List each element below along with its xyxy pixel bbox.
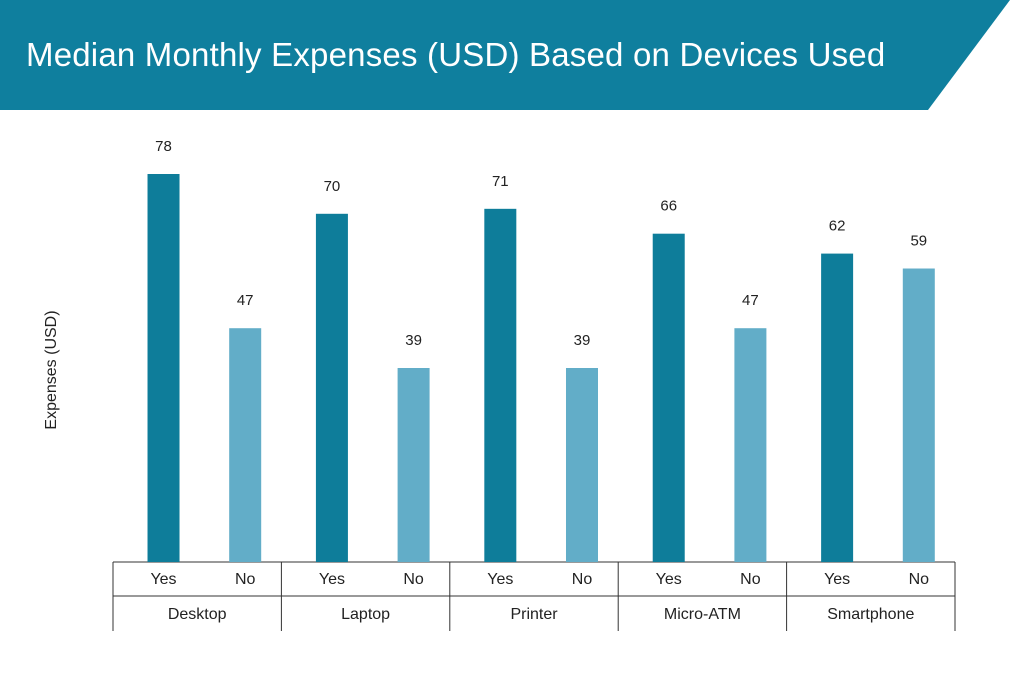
- data-label: 62: [829, 218, 846, 235]
- data-label: 70: [324, 178, 341, 195]
- group-label: Printer: [510, 606, 558, 623]
- x-tick-label: Yes: [150, 571, 176, 588]
- banner-shape: [0, 0, 1010, 110]
- x-tick-label: Yes: [656, 571, 682, 588]
- bar-desktop-no: [229, 328, 262, 562]
- data-label: 47: [742, 292, 759, 309]
- data-label: 59: [910, 233, 927, 250]
- data-label: 71: [492, 173, 509, 190]
- x-tick-label: No: [403, 571, 424, 588]
- bar-smartphone-yes: [821, 253, 854, 563]
- bar-laptop-yes: [315, 213, 348, 563]
- x-tick-label: Yes: [824, 571, 850, 588]
- title-banner: Median Monthly Expenses (USD) Based on D…: [0, 0, 1010, 110]
- group-label: Laptop: [341, 606, 390, 623]
- chart-title: Median Monthly Expenses (USD) Based on D…: [26, 36, 886, 73]
- bar-printer-no: [565, 368, 598, 562]
- bar-smartphone-no: [902, 268, 935, 562]
- data-label: 47: [237, 292, 254, 309]
- x-tick-label: Yes: [487, 571, 513, 588]
- x-tick-label: Yes: [319, 571, 345, 588]
- data-label: 78: [155, 138, 172, 155]
- x-tick-label: No: [235, 571, 256, 588]
- data-label: 39: [574, 332, 591, 349]
- x-tick-label: No: [740, 571, 761, 588]
- bar-desktop-yes: [147, 174, 180, 562]
- group-label: Smartphone: [827, 606, 914, 623]
- group-label: Desktop: [168, 606, 227, 623]
- group-label: Micro-ATM: [664, 606, 741, 623]
- x-tick-label: No: [572, 571, 593, 588]
- bar-micro-atm-no: [734, 328, 767, 562]
- data-label: 39: [405, 332, 422, 349]
- bar-micro-atm-yes: [652, 233, 685, 562]
- bar-printer-yes: [484, 208, 517, 563]
- x-tick-label: No: [909, 571, 930, 588]
- data-label: 66: [660, 198, 677, 215]
- bar-laptop-no: [397, 368, 430, 562]
